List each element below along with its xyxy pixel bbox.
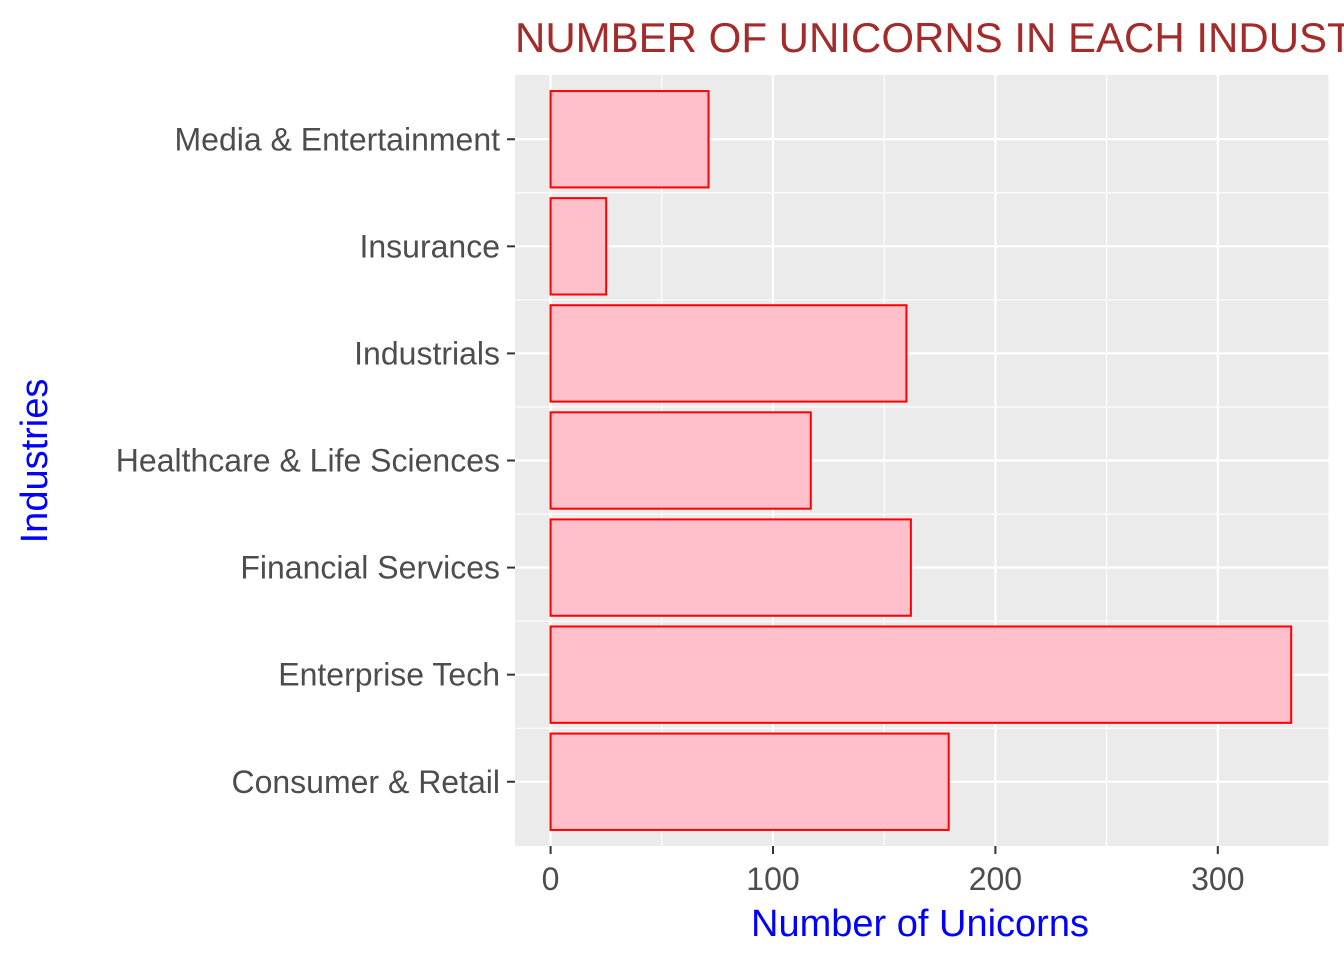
y-tick-label: Healthcare & Life Sciences: [116, 443, 500, 479]
x-axis-title: Number of Unicorns: [751, 903, 1089, 945]
bar-media-entertainment: [549, 90, 710, 189]
y-tick-label: Enterprise Tech: [278, 657, 500, 693]
chart-title: NUMBER OF UNICORNS IN EACH INDUSTRY: [515, 14, 1344, 61]
y-axis: Consumer & Retail Enterprise Tech Financia…: [116, 121, 515, 800]
y-tick-label: Insurance: [359, 228, 500, 264]
bar-consumer-retail: [549, 732, 950, 831]
y-tick-label: Industrials: [354, 335, 500, 371]
bar-industrials: [549, 304, 908, 403]
bars: [549, 90, 1293, 831]
bar-healthcare-life-sciences: [549, 411, 812, 510]
x-tick-label: 0: [542, 861, 560, 897]
x-tick-label: 300: [1191, 861, 1244, 897]
x-tick-label: 200: [969, 861, 1022, 897]
y-tick-label: Media & Entertainment: [175, 121, 501, 157]
bar-enterprise-tech: [549, 625, 1293, 724]
x-tick-label: 100: [746, 861, 799, 897]
y-tick-label: Consumer & Retail: [231, 764, 500, 800]
y-axis-title: Industries: [14, 379, 56, 544]
x-axis: 0 100 200 300: [542, 846, 1244, 897]
bar-insurance: [549, 197, 608, 296]
y-tick-label: Financial Services: [240, 550, 500, 586]
bar-financial-services: [549, 518, 912, 617]
